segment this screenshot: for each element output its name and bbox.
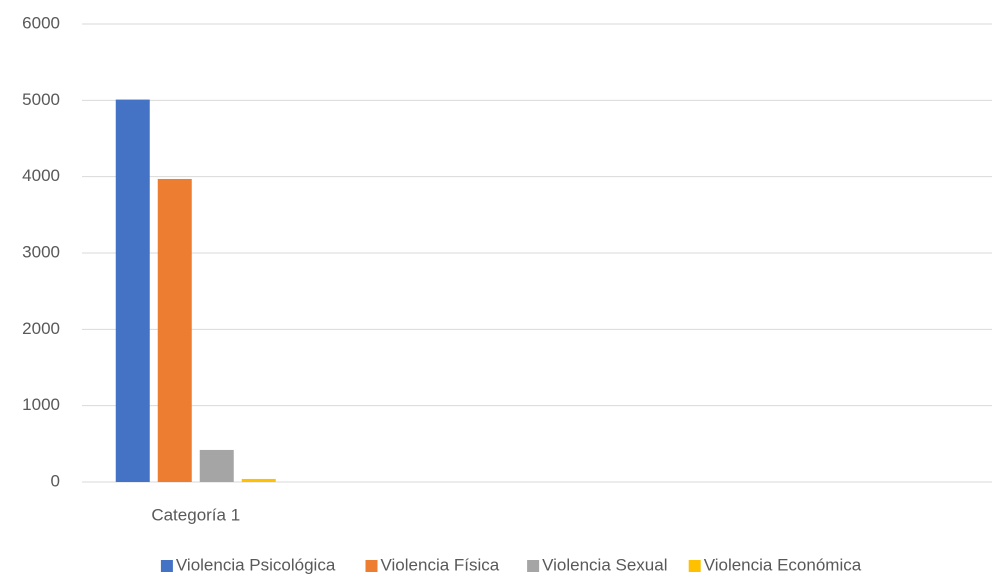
y-tick-label: 4000 — [22, 166, 60, 185]
y-tick-label: 3000 — [22, 242, 60, 261]
bar — [157, 178, 192, 482]
y-tick-label: 2000 — [22, 319, 60, 338]
y-tick-label: 1000 — [22, 395, 60, 414]
legend-swatch — [160, 560, 173, 572]
legend-label: Violencia Sexual — [542, 555, 667, 574]
bar — [241, 478, 276, 482]
legend-swatch — [527, 560, 540, 572]
y-tick-label: 0 — [51, 471, 60, 490]
x-tick-label: Categoría 1 — [151, 505, 240, 524]
legend-label: Violencia Física — [381, 555, 500, 574]
bar — [115, 99, 150, 482]
y-tick-label: 5000 — [22, 90, 60, 109]
bar — [199, 449, 234, 482]
legend-swatch — [365, 560, 378, 572]
legend-swatch — [688, 560, 701, 572]
legend-label: Violencia Económica — [704, 555, 862, 574]
y-tick-label: 6000 — [22, 13, 60, 32]
legend-label: Violencia Psicológica — [176, 555, 336, 574]
